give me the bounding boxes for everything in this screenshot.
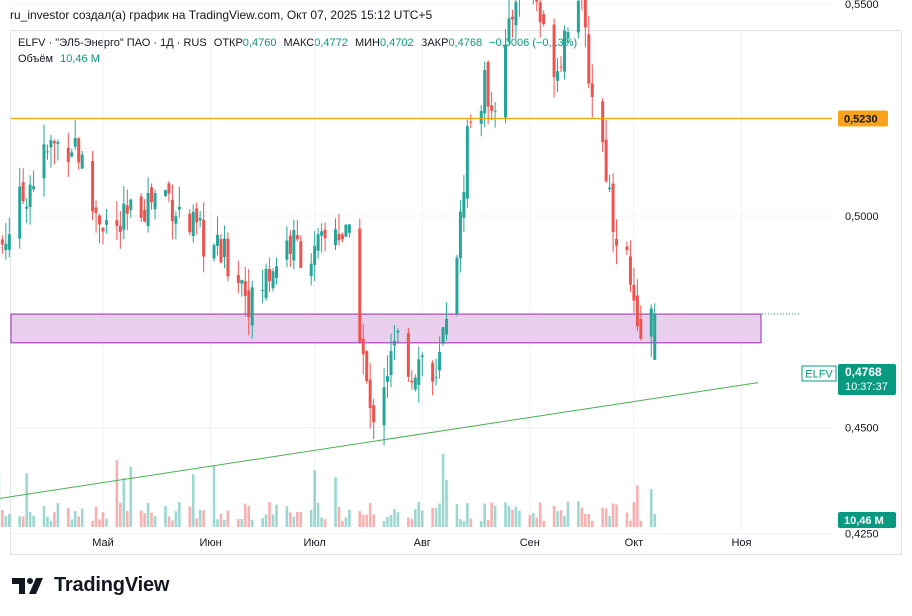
open-value: 0,4760	[242, 37, 277, 49]
volume-value: 10,46 M	[60, 53, 100, 65]
price-tick-label: 0,5500	[845, 0, 879, 11]
volume-label[interactable]: Объём	[18, 53, 54, 65]
close-value: 0,4768	[448, 37, 483, 49]
candle-body	[514, 1, 518, 26]
volume-line: Объём 10,46 M	[18, 51, 577, 67]
symbol-title[interactable]: ELFV · "ЭЛ5-Энерго" ПАО · 1Д · RUS	[18, 37, 207, 49]
candle-body	[510, 16, 514, 20]
tradingview-logo-icon	[12, 577, 43, 594]
chart-attribution: ru_investor создал(а) график на TradingV…	[10, 8, 433, 22]
high-value: 0,4772	[314, 37, 348, 49]
tradingview-wordmark: TradingView	[54, 574, 170, 596]
candle-body	[576, 0, 580, 33]
volume-bar	[1, 509, 4, 527]
close-label: ЗАКР	[420, 37, 449, 49]
volume-bar	[4, 516, 8, 527]
candle-body	[0, 239, 4, 245]
low-value: 0,4702	[379, 37, 414, 49]
candle-body	[583, 0, 587, 28]
candle-body	[4, 243, 8, 251]
high-label: МАКС	[283, 37, 315, 49]
candle-body	[535, 0, 539, 2]
ohlc-line: ELFV · "ЭЛ5-Энерго" ПАО · 1Д · RUS ОТКР0…	[18, 35, 577, 51]
tradingview-logo[interactable]: TradingView	[12, 574, 169, 597]
candle-body	[538, 2, 542, 23]
candle-body	[542, 14, 546, 24]
open-label: ОТКР	[213, 37, 243, 49]
change-value: −0,0006 (−0,13%)	[489, 37, 578, 49]
chart-legend: ELFV · "ЭЛ5-Энерго" ПАО · 1Д · RUS ОТКР0…	[18, 35, 577, 67]
low-label: МИН	[354, 37, 380, 49]
chart-frame[interactable]	[10, 30, 902, 555]
